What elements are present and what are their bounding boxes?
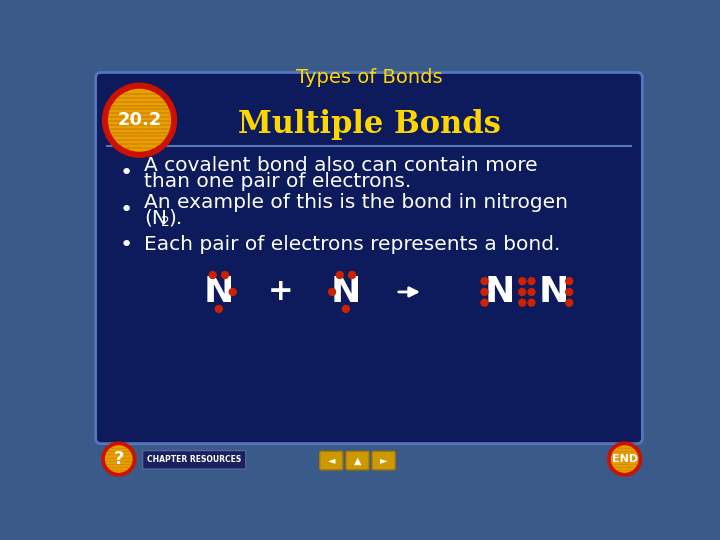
- Circle shape: [566, 299, 572, 306]
- Circle shape: [528, 288, 535, 295]
- Text: N: N: [539, 275, 569, 309]
- Circle shape: [109, 90, 171, 151]
- Circle shape: [519, 299, 526, 306]
- Text: 20.2: 20.2: [117, 111, 162, 129]
- Text: than one pair of electrons.: than one pair of electrons.: [144, 172, 411, 191]
- Circle shape: [519, 278, 526, 285]
- Text: Each pair of electrons represents a bond.: Each pair of electrons represents a bond…: [144, 235, 561, 254]
- Circle shape: [102, 442, 135, 476]
- FancyBboxPatch shape: [96, 72, 642, 444]
- Circle shape: [106, 446, 132, 472]
- Circle shape: [328, 288, 336, 295]
- Circle shape: [608, 442, 642, 476]
- Circle shape: [566, 288, 572, 295]
- Text: •: •: [120, 200, 133, 220]
- Text: (N: (N: [144, 208, 167, 227]
- Circle shape: [528, 278, 535, 285]
- Text: A covalent bond also can contain more: A covalent bond also can contain more: [144, 156, 538, 175]
- Circle shape: [210, 272, 216, 279]
- Text: ►: ►: [380, 456, 387, 465]
- Text: An example of this is the bond in nitrogen: An example of this is the bond in nitrog…: [144, 193, 568, 212]
- Circle shape: [519, 288, 526, 295]
- Text: ?: ?: [114, 450, 124, 468]
- Text: END: END: [611, 454, 638, 464]
- Circle shape: [611, 446, 638, 472]
- Text: +: +: [268, 278, 293, 306]
- Circle shape: [481, 299, 488, 306]
- Circle shape: [215, 306, 222, 312]
- Text: Types of Bonds: Types of Bonds: [296, 68, 442, 86]
- Text: CHAPTER RESOURCES: CHAPTER RESOURCES: [147, 455, 241, 464]
- Text: ).: ).: [168, 208, 182, 227]
- Circle shape: [528, 299, 535, 306]
- Text: N: N: [485, 275, 515, 309]
- Circle shape: [222, 272, 228, 279]
- Circle shape: [343, 306, 349, 312]
- Text: •: •: [120, 235, 133, 255]
- FancyBboxPatch shape: [320, 451, 343, 470]
- Text: ◄: ◄: [328, 456, 335, 465]
- Circle shape: [566, 278, 572, 285]
- FancyBboxPatch shape: [372, 451, 395, 470]
- Text: •: •: [120, 163, 133, 183]
- Text: 2: 2: [161, 215, 170, 229]
- Text: Multiple Bonds: Multiple Bonds: [238, 109, 501, 140]
- FancyBboxPatch shape: [346, 451, 369, 470]
- Circle shape: [481, 278, 488, 285]
- Circle shape: [336, 272, 343, 279]
- Text: N: N: [330, 275, 361, 309]
- Circle shape: [229, 288, 236, 295]
- Text: N: N: [204, 275, 234, 309]
- FancyBboxPatch shape: [143, 450, 246, 469]
- Circle shape: [481, 288, 488, 295]
- Text: ▲: ▲: [354, 456, 361, 465]
- Circle shape: [102, 83, 176, 157]
- Circle shape: [348, 272, 356, 279]
